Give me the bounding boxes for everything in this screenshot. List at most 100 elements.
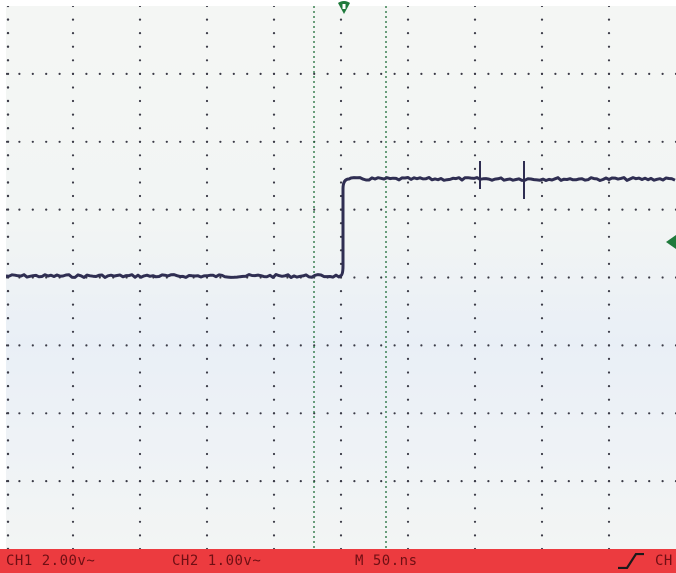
graticule-dot — [473, 249, 477, 252]
graticule-dot — [527, 344, 530, 347]
graticule-dot — [594, 412, 597, 415]
graticule-dot — [299, 72, 302, 75]
graticule-dot — [527, 72, 530, 75]
graticule-dot — [500, 480, 503, 483]
graticule-dot — [138, 32, 142, 35]
graticule-dot — [205, 466, 209, 469]
graticule-dot — [18, 208, 21, 211]
graticule-dot — [6, 45, 10, 48]
graticule-dot — [621, 276, 624, 279]
graticule-dot — [607, 412, 611, 415]
graticule-dot — [473, 45, 477, 48]
graticule-dot — [272, 317, 276, 320]
graticule-dot — [433, 276, 436, 279]
graticule-dot — [112, 412, 115, 415]
graticule-dot — [6, 547, 10, 549]
graticule-dot — [299, 208, 302, 211]
graticule-dot — [339, 72, 343, 75]
graticule-dot — [607, 208, 611, 211]
graticule-dot — [594, 140, 597, 143]
graticule-dot — [540, 398, 544, 401]
graticule-dot — [71, 344, 75, 347]
graticule-dot — [380, 140, 383, 143]
graticule-dot — [6, 249, 10, 252]
graticule-dot — [607, 425, 611, 428]
graticule-dot — [406, 290, 410, 293]
graticule-dot — [594, 208, 597, 211]
graticule-dot — [473, 303, 477, 306]
graticule-dot — [473, 113, 477, 116]
graticule-dot — [607, 385, 611, 388]
graticule-dot — [353, 140, 356, 143]
graticule-dot — [473, 534, 477, 537]
graticule-dot — [125, 412, 128, 415]
graticule-dot — [406, 398, 410, 401]
graticule-dot — [205, 208, 209, 211]
graticule-dot — [286, 72, 289, 75]
graticule-dot — [272, 140, 276, 143]
graticule-dot — [353, 276, 356, 279]
graticule-dot — [71, 547, 75, 549]
graticule-dot — [165, 140, 168, 143]
graticule-dot — [299, 140, 302, 143]
graticule-dot — [607, 249, 611, 252]
graticule-dot — [473, 154, 477, 157]
graticule-dot — [205, 99, 209, 103]
graticule-dot — [232, 480, 235, 483]
graticule-dot — [607, 480, 611, 483]
graticule-dot — [487, 208, 490, 211]
graticule-dot — [272, 398, 276, 401]
graticule-dot — [500, 208, 503, 211]
graticule-dot — [205, 317, 209, 320]
graticule-dot — [71, 452, 75, 456]
graticule-dot — [380, 208, 383, 211]
graticule-dot — [152, 140, 155, 143]
graticule-dot — [460, 344, 463, 347]
graticule-dot — [272, 507, 276, 510]
graticule-dot — [540, 425, 544, 428]
graticule-dot — [339, 344, 343, 347]
graticule-dot — [607, 127, 611, 130]
graticule-dot — [71, 371, 75, 374]
graticule-dot — [380, 344, 383, 347]
graticule-dot — [473, 99, 477, 103]
graticule-dot — [460, 208, 463, 211]
graticule-dot — [447, 412, 450, 415]
graticule-dot — [6, 344, 10, 347]
graticule-dot — [540, 113, 544, 116]
graticule-dot — [286, 276, 289, 279]
graticule-dot — [138, 86, 142, 89]
graticule-dot — [71, 412, 75, 415]
graticule-dot — [31, 344, 34, 347]
graticule-dot — [272, 493, 276, 496]
graticule-dot — [540, 6, 544, 8]
graticule-dot — [272, 385, 276, 388]
graticule-dot — [473, 507, 477, 510]
graticule-dot — [98, 344, 101, 347]
graticule-dot — [272, 330, 276, 333]
graticule-dot — [527, 480, 530, 483]
graticule-dot — [607, 371, 611, 374]
graticule-dot — [406, 439, 410, 442]
graticule-dot — [366, 276, 369, 279]
graticule-dot — [299, 412, 302, 415]
graticule-dot — [473, 480, 477, 483]
graticule-dot — [339, 113, 343, 116]
graticule-dot — [138, 181, 142, 184]
trigger-position-marker-icon — [338, 1, 350, 14]
graticule-dot — [6, 371, 10, 374]
graticule-dot — [487, 344, 490, 347]
graticule-dot — [6, 289, 10, 293]
graticule-dot — [473, 208, 477, 211]
graticule-dot — [205, 140, 209, 143]
graticule-dot — [554, 480, 557, 483]
graticule-dot — [272, 181, 276, 184]
graticule-dot — [205, 222, 209, 225]
graticule-dot — [45, 72, 48, 75]
graticule-dot — [272, 357, 276, 360]
graticule-dot — [219, 480, 222, 483]
graticule-dot — [607, 452, 611, 456]
graticule-dot — [6, 384, 10, 388]
graticule-dot — [58, 412, 61, 415]
graticule-dot — [138, 113, 142, 116]
